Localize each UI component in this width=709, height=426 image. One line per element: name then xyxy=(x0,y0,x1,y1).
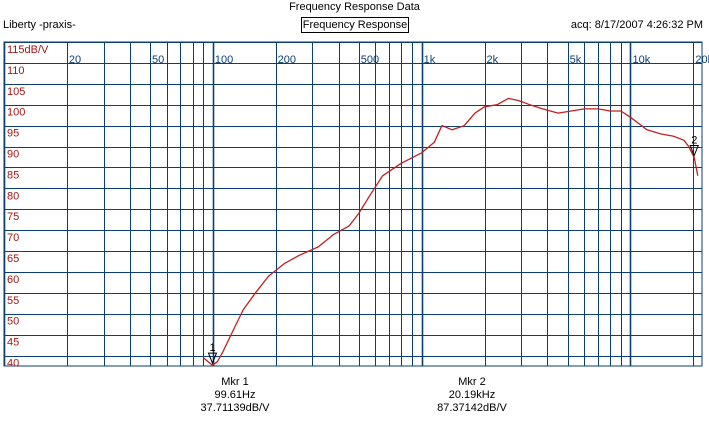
x-axis-labels: 20 50 100 200 500 1k 2k 5k 10k 20k xyxy=(69,54,709,66)
app-name: Liberty -praxis- xyxy=(3,19,76,31)
y-tick-label: 115dB/V xyxy=(7,44,49,56)
y-axis-labels: 115dB/V 110 105 100 95 90 85 80 75 70 65 60 55 50 45 40 xyxy=(7,44,49,370)
acquisition-timestamp: acq: 8/17/2007 4:26:32 PM xyxy=(570,19,703,31)
y-tick-label: 40 xyxy=(7,358,19,370)
y-tick-label: 110 xyxy=(7,65,25,77)
x-tick-label: 1k xyxy=(424,54,436,66)
marker-1-label: Mkr 1 xyxy=(221,376,249,388)
plot-title: Frequency Response xyxy=(301,17,409,33)
x-tick-label: 200 xyxy=(278,54,296,66)
x-tick-label: 20 xyxy=(69,54,81,66)
x-tick-label: 10k xyxy=(632,54,650,66)
y-tick-label: 90 xyxy=(7,149,19,161)
marker-1-readout: Mkr 1 99.61Hz 37.71139dB/V xyxy=(190,376,280,415)
marker-2-level: 87.37142dB/V xyxy=(437,402,507,414)
y-tick-label: 50 xyxy=(7,316,19,328)
plot-grid xyxy=(3,41,703,367)
marker-2-tag: 2 xyxy=(691,135,697,147)
marker-1-frequency: 99.61Hz xyxy=(214,389,256,401)
y-tick-label: 105 xyxy=(7,86,25,98)
frequency-response-trace xyxy=(202,97,699,366)
y-tick-label: 85 xyxy=(7,169,19,181)
marker-1-tag: 1 xyxy=(209,342,215,354)
x-tick-label: 500 xyxy=(361,54,379,66)
y-tick-label: 55 xyxy=(7,295,19,307)
y-tick-label: 45 xyxy=(7,337,19,349)
y-tick-label: 80 xyxy=(7,190,19,202)
window-title: Frequency Response Data xyxy=(289,1,420,13)
marker-2-label: Mkr 2 xyxy=(458,376,486,388)
marker-1-level: 37.71139dB/V xyxy=(200,402,270,414)
y-tick-label: 100 xyxy=(7,107,25,119)
y-tick-label: 70 xyxy=(7,232,19,244)
marker-1-triangle xyxy=(207,352,218,365)
y-tick-label: 60 xyxy=(7,274,19,286)
x-tick-label: 2k xyxy=(487,54,499,66)
marker-2-frequency: 20.19kHz xyxy=(448,389,496,401)
x-tick-label: 5k xyxy=(570,54,582,66)
marker-2-triangle xyxy=(689,145,699,157)
y-tick-label: 95 xyxy=(7,128,19,140)
x-tick-label: 50 xyxy=(152,54,164,66)
markers: 12 xyxy=(207,135,699,365)
y-tick-label: 75 xyxy=(7,211,19,223)
marker-2-readout: Mkr 2 20.19kHz 87.37142dB/V xyxy=(427,376,517,415)
trace-series xyxy=(202,97,699,366)
x-tick-label: 100 xyxy=(215,54,233,66)
y-tick-label: 65 xyxy=(7,253,19,265)
plot-frame xyxy=(3,41,703,367)
x-tick-label: 20k xyxy=(695,54,709,66)
